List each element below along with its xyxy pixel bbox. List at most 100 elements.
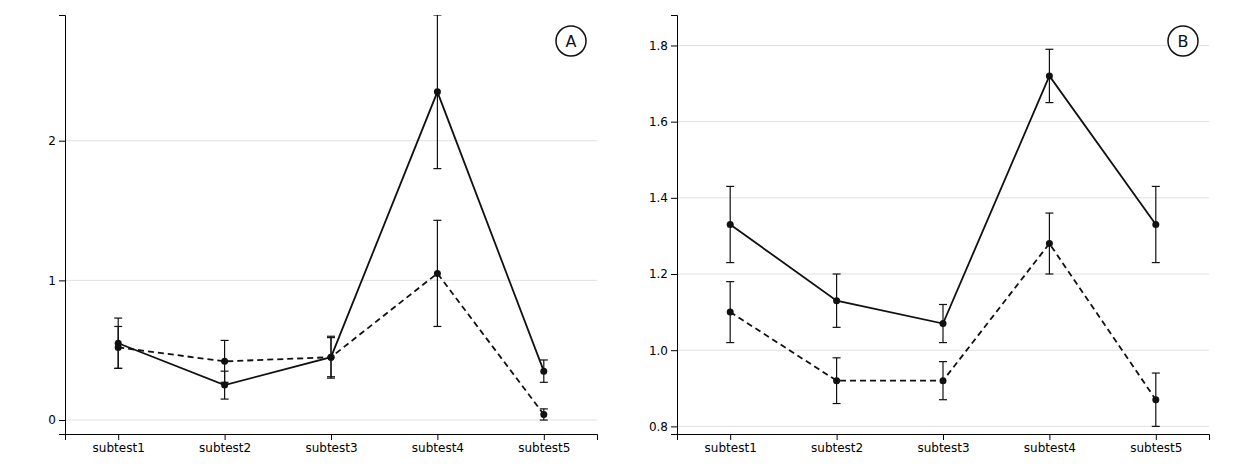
tick-label: subtest5 [1130, 441, 1182, 455]
point [221, 358, 228, 365]
error-bar-cap [833, 357, 841, 358]
grid-line [677, 350, 1209, 351]
point [940, 320, 947, 327]
grid-line [677, 426, 1209, 427]
error-bar-cap [221, 398, 229, 399]
panel-label-text: B [1178, 32, 1189, 51]
grid-line [677, 45, 1209, 46]
error-bar [726, 186, 734, 262]
error-bar-cap [433, 168, 441, 169]
error-bar-cap [939, 304, 947, 305]
tick-mark [118, 434, 119, 440]
point [1046, 240, 1053, 247]
tick: 1.6 [649, 115, 677, 129]
tick-label: 0.8 [649, 420, 668, 434]
tick-label: subtest1 [93, 441, 145, 455]
error-bar-cap [114, 368, 122, 369]
error-bar-cap [1152, 372, 1160, 373]
tick-label: subtest5 [518, 441, 570, 455]
error-bar [114, 318, 122, 368]
tick-label: 1.8 [649, 39, 668, 53]
error-bar [1152, 373, 1160, 426]
error-bar [833, 274, 841, 327]
grid-line [677, 274, 1209, 275]
series [726, 49, 1160, 342]
error-bar-cap [1152, 262, 1160, 263]
point [540, 411, 547, 418]
line [118, 92, 544, 385]
grid-line [65, 420, 597, 421]
error-bar-stem [118, 318, 119, 368]
error-bar-cap [939, 399, 947, 400]
error-bar-cap [540, 359, 548, 360]
error-bar-cap [726, 342, 734, 343]
tick-label: 1.0 [649, 344, 668, 358]
error-bar-cap [726, 281, 734, 282]
point [727, 221, 734, 228]
point [540, 368, 547, 375]
chart: subtest1 subtest2 subtest3 subtest4 subtest5… [0, 0, 1244, 474]
point [727, 309, 734, 316]
panel-label-circle [556, 26, 586, 56]
tick-label: subtest1 [705, 441, 757, 455]
error-bar-cap [833, 327, 841, 328]
tick-mark [59, 141, 65, 142]
grid [677, 45, 1209, 426]
error-bar [433, 15, 441, 169]
tick: subtest3 [305, 434, 357, 455]
tick-label: 1.2 [649, 267, 668, 281]
error-bar-cap [327, 378, 335, 379]
error-bar-cap [833, 273, 841, 274]
panel: subtest1 subtest2 subtest3 subtest4 subtest5… [48, 15, 597, 455]
tick-mark [671, 198, 677, 199]
point [940, 377, 947, 384]
tick: subtest2 [811, 434, 863, 455]
tick-mark [671, 426, 677, 427]
point [328, 354, 335, 361]
error-bar-cap [221, 382, 229, 383]
tick-mark [1049, 434, 1050, 440]
point [115, 344, 122, 351]
grid-line [677, 121, 1209, 122]
axis-line [678, 435, 1210, 441]
error-bar-cap [833, 403, 841, 404]
tick-label: subtest4 [412, 441, 464, 455]
error-bar-cap [1045, 102, 1053, 103]
plot-area [114, 15, 548, 420]
error-bar-cap [114, 326, 122, 327]
error-bar-cap [1045, 212, 1053, 213]
tick-mark [59, 420, 65, 421]
line [730, 76, 1156, 324]
tick-label: 1.6 [649, 115, 668, 129]
tick-label: 1 [48, 274, 56, 288]
error-bar-cap [540, 419, 548, 420]
error-bar [939, 304, 947, 342]
error-bar [1152, 186, 1160, 262]
error-bar-cap [327, 376, 335, 377]
tick: 1.4 [649, 191, 677, 205]
tick-mark [671, 274, 677, 275]
point [1152, 221, 1159, 228]
tick: subtest3 [917, 434, 969, 455]
error-bar-cap [433, 326, 441, 327]
tick-label: subtest3 [305, 441, 357, 455]
tick: 2 [48, 134, 65, 148]
tick-label: subtest3 [917, 441, 969, 455]
point [833, 297, 840, 304]
axis-line [66, 435, 598, 441]
error-bar-cap [540, 382, 548, 383]
error-bar-cap [433, 220, 441, 221]
error-bar [433, 220, 441, 326]
error-bar-cap [1152, 426, 1160, 427]
panel-label-circle [1168, 26, 1198, 56]
tick: subtest5 [1130, 434, 1182, 455]
error-bar [1045, 49, 1053, 102]
x-axis: subtest1 subtest2 subtest3 subtest4 subtest5 [66, 434, 598, 455]
tick-label: subtest4 [1024, 441, 1076, 455]
tick-mark [1156, 434, 1157, 440]
point [1152, 396, 1159, 403]
error-bar [939, 362, 947, 400]
point [434, 270, 441, 277]
tick: subtest2 [199, 434, 251, 455]
tick: 1.2 [649, 267, 677, 281]
